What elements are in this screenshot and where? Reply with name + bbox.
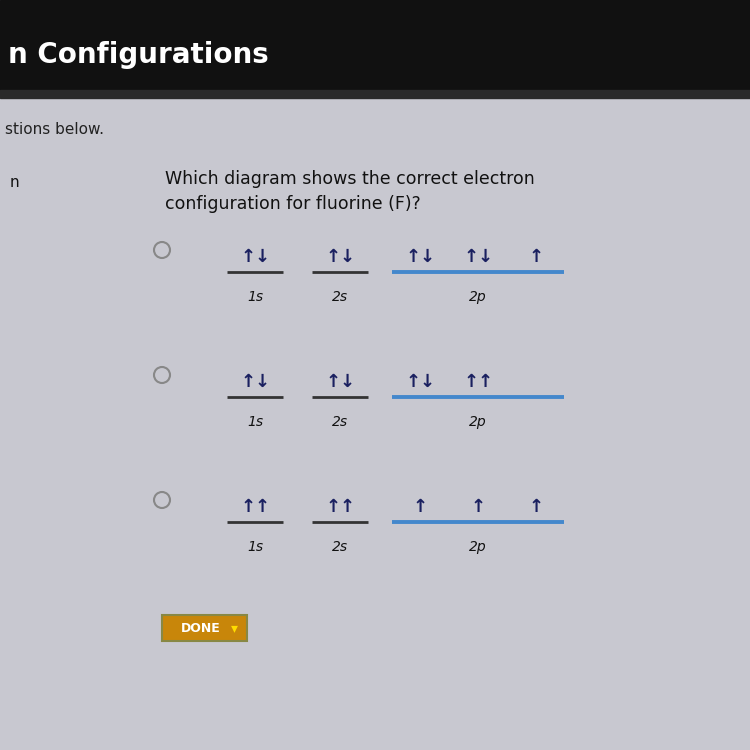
Bar — [0, 0, 750, 90]
Text: ↓: ↓ — [419, 248, 434, 266]
Text: 1s: 1s — [247, 540, 263, 554]
FancyBboxPatch shape — [162, 615, 247, 641]
Text: ↑: ↑ — [406, 373, 421, 391]
Text: n: n — [10, 175, 20, 190]
Text: 2s: 2s — [332, 540, 348, 554]
Text: ↑: ↑ — [241, 248, 256, 266]
Text: ↑: ↑ — [464, 373, 478, 391]
Text: 2s: 2s — [332, 290, 348, 304]
Text: n Configurations: n Configurations — [8, 41, 268, 69]
Text: 2s: 2s — [332, 415, 348, 429]
Text: ↑: ↑ — [326, 248, 340, 266]
Text: 1s: 1s — [247, 415, 263, 429]
Text: 2p: 2p — [470, 290, 487, 304]
Text: ↑: ↑ — [464, 248, 478, 266]
Text: ↑: ↑ — [413, 498, 428, 516]
Text: ▾: ▾ — [231, 621, 238, 635]
Text: 2p: 2p — [470, 415, 487, 429]
Text: ↑: ↑ — [241, 498, 256, 516]
Text: ↑: ↑ — [478, 373, 493, 391]
Text: ↑: ↑ — [529, 498, 544, 516]
Text: 2p: 2p — [470, 540, 487, 554]
Text: ↑: ↑ — [340, 498, 355, 516]
Text: ↑: ↑ — [406, 248, 421, 266]
Text: configuration for fluorine (F)?: configuration for fluorine (F)? — [165, 195, 421, 213]
Text: ↑: ↑ — [326, 498, 340, 516]
Bar — [0, 90, 750, 98]
Text: stions below.: stions below. — [5, 122, 104, 137]
Text: ↓: ↓ — [340, 248, 355, 266]
Text: ↑: ↑ — [326, 373, 340, 391]
Text: Which diagram shows the correct electron: Which diagram shows the correct electron — [165, 170, 535, 188]
Text: ↓: ↓ — [419, 373, 434, 391]
Text: 1s: 1s — [247, 290, 263, 304]
Text: ↑: ↑ — [254, 498, 269, 516]
Text: ↓: ↓ — [340, 373, 355, 391]
Text: ↑: ↑ — [241, 373, 256, 391]
Text: ↑: ↑ — [470, 498, 485, 516]
Text: ↓: ↓ — [254, 248, 269, 266]
Text: ↑: ↑ — [529, 248, 544, 266]
Text: DONE: DONE — [180, 622, 220, 634]
Text: ↓: ↓ — [254, 373, 269, 391]
Text: ↓: ↓ — [478, 248, 493, 266]
